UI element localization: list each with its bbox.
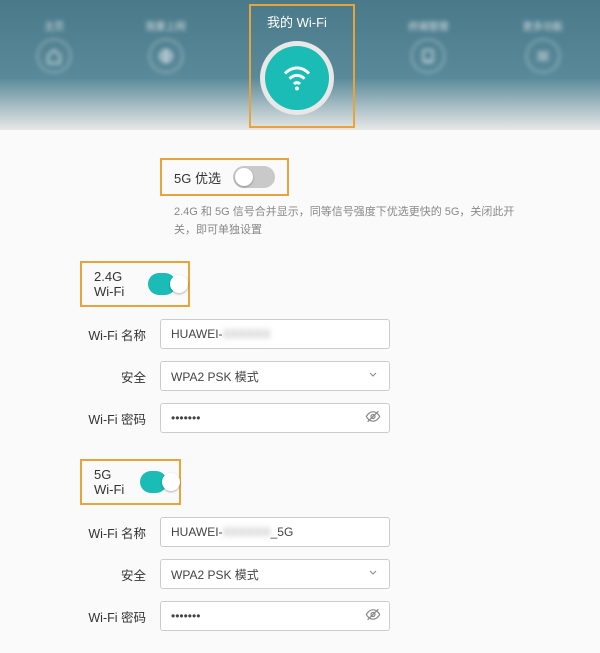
- devices-icon: [411, 39, 445, 73]
- menu-icon: [526, 39, 560, 73]
- home-icon: [37, 39, 71, 73]
- chevron-down-icon: [367, 369, 379, 384]
- wifi24-password-label: Wi-Fi 密码: [30, 409, 160, 428]
- nav-more[interactable]: 更多功能: [523, 18, 563, 73]
- nav-label: 主页: [44, 18, 64, 33]
- header-nav: 主页 我要上网 我的 Wi-Fi 终端管理 更: [0, 0, 600, 130]
- nav-label: 我要上网: [146, 18, 186, 33]
- wifi5g-password-input[interactable]: •••••••: [160, 601, 390, 631]
- highlight-box: 5G 优选: [160, 158, 289, 196]
- wifi-icon: [265, 46, 329, 110]
- wifi-settings-panel: 5G 优选 2.4G 和 5G 信号合并显示，同等信号强度下优选更快的 5G，关…: [0, 130, 600, 653]
- globe-icon: [149, 39, 183, 73]
- wifi5g-title: 5G Wi-Fi: [94, 467, 128, 497]
- nav-wifi-active[interactable]: 我的 Wi-Fi: [260, 12, 334, 115]
- wifi5g-name-label: Wi-Fi 名称: [30, 523, 160, 542]
- chevron-down-icon: [367, 567, 379, 582]
- eye-off-icon[interactable]: [365, 409, 381, 428]
- wifi24-password-input[interactable]: •••••••: [160, 403, 390, 433]
- wifi24-security-select[interactable]: WPA2 PSK 模式: [160, 361, 390, 391]
- prefer-5g-label: 5G 优选: [174, 168, 221, 187]
- highlight-box: 2.4G Wi-Fi: [80, 261, 190, 307]
- nav-devices[interactable]: 终端管理: [408, 18, 448, 73]
- wifi5g-toggle[interactable]: [140, 471, 168, 493]
- nav-label: 终端管理: [408, 18, 448, 33]
- wifi5g-security-label: 安全: [30, 565, 160, 584]
- wifi5g-name-input[interactable]: HUAWEI-XXXXXX_5G: [160, 517, 390, 547]
- highlight-box: 5G Wi-Fi: [80, 459, 181, 505]
- prefer-5g-toggle[interactable]: [233, 166, 275, 188]
- wifi24-name-input[interactable]: HUAWEI-XXXXXX: [160, 319, 390, 349]
- wifi5g-password-label: Wi-Fi 密码: [30, 607, 160, 626]
- prefer-5g-description: 2.4G 和 5G 信号合并显示，同等信号强度下优选更快的 5G，关闭此开关，即…: [174, 204, 534, 239]
- wifi24-security-label: 安全: [30, 367, 160, 386]
- wifi24-name-label: Wi-Fi 名称: [30, 325, 160, 344]
- eye-off-icon[interactable]: [365, 607, 381, 626]
- nav-label: 我的 Wi-Fi: [267, 12, 327, 31]
- wifi5g-security-select[interactable]: WPA2 PSK 模式: [160, 559, 390, 589]
- nav-internet[interactable]: 我要上网: [146, 18, 186, 73]
- wifi24-toggle[interactable]: [148, 273, 176, 295]
- wifi24-title: 2.4G Wi-Fi: [94, 269, 136, 299]
- nav-home[interactable]: 主页: [37, 18, 71, 73]
- nav-label: 更多功能: [523, 18, 563, 33]
